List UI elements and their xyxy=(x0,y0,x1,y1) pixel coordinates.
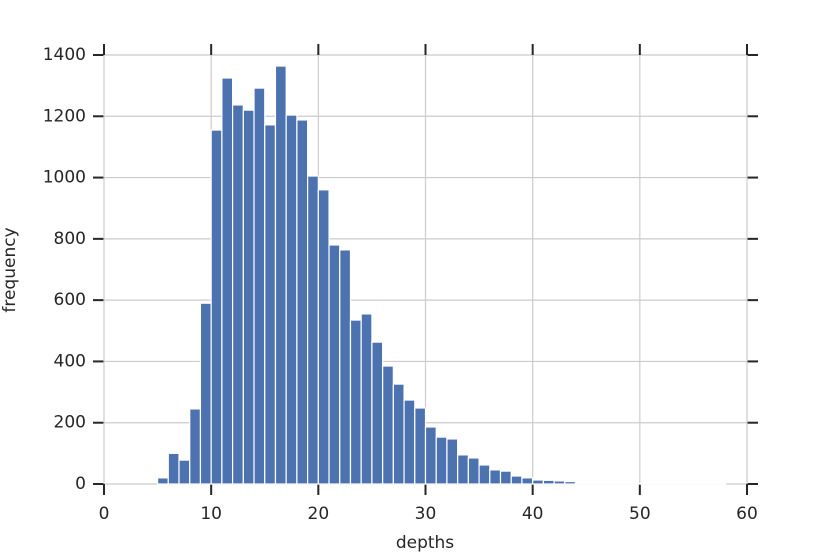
bar xyxy=(457,454,469,485)
bar xyxy=(264,124,277,485)
bar xyxy=(156,477,169,485)
y-tick-label: 400 xyxy=(54,351,86,371)
bar xyxy=(446,438,459,485)
bar xyxy=(274,65,287,485)
bar xyxy=(467,457,480,485)
y-tick-label: 1200 xyxy=(43,106,86,126)
y-tick-label: 800 xyxy=(54,229,86,249)
y-axis-label: frequency xyxy=(0,227,20,312)
bar xyxy=(424,426,437,485)
bar xyxy=(178,459,191,485)
x-tick-label: 60 xyxy=(736,504,758,524)
bar xyxy=(253,87,266,485)
y-tick-label: 0 xyxy=(75,474,86,494)
bar xyxy=(360,313,373,485)
bar xyxy=(371,341,384,485)
x-tick-label: 10 xyxy=(200,504,222,524)
bar xyxy=(499,470,512,485)
x-tick-label: 0 xyxy=(99,504,110,524)
bar xyxy=(167,452,180,485)
x-tick-label: 30 xyxy=(415,504,437,524)
bar xyxy=(210,129,223,485)
bar xyxy=(510,475,523,485)
x-tick-label: 50 xyxy=(629,504,651,524)
bar xyxy=(307,175,319,485)
bar xyxy=(521,477,534,485)
bar xyxy=(199,302,212,485)
bar xyxy=(285,114,298,485)
bar xyxy=(296,119,309,485)
bar xyxy=(478,464,491,485)
bar xyxy=(403,399,416,485)
bar xyxy=(414,407,427,485)
y-tick-label: 1000 xyxy=(43,168,86,188)
bar xyxy=(242,109,255,485)
bar xyxy=(328,244,341,485)
bar xyxy=(532,479,544,485)
bar xyxy=(339,249,352,485)
bar xyxy=(435,436,448,485)
bar xyxy=(585,482,598,485)
bar xyxy=(542,479,555,485)
bar xyxy=(317,189,330,485)
bar xyxy=(392,383,405,485)
bar xyxy=(189,408,202,485)
y-tick-label: 1400 xyxy=(43,45,86,65)
x-tick-label: 40 xyxy=(522,504,544,524)
bar xyxy=(489,469,502,485)
bar xyxy=(349,319,362,485)
x-axis-label: depths xyxy=(396,533,454,553)
bar xyxy=(221,77,234,485)
bar xyxy=(382,365,394,485)
y-tick-label: 600 xyxy=(54,290,86,310)
bar xyxy=(564,480,577,485)
bar xyxy=(574,482,587,485)
bar xyxy=(596,482,609,485)
y-tick-label: 200 xyxy=(54,413,86,433)
bar xyxy=(553,480,566,485)
bar xyxy=(232,104,244,485)
x-tick-label: 20 xyxy=(308,504,330,524)
